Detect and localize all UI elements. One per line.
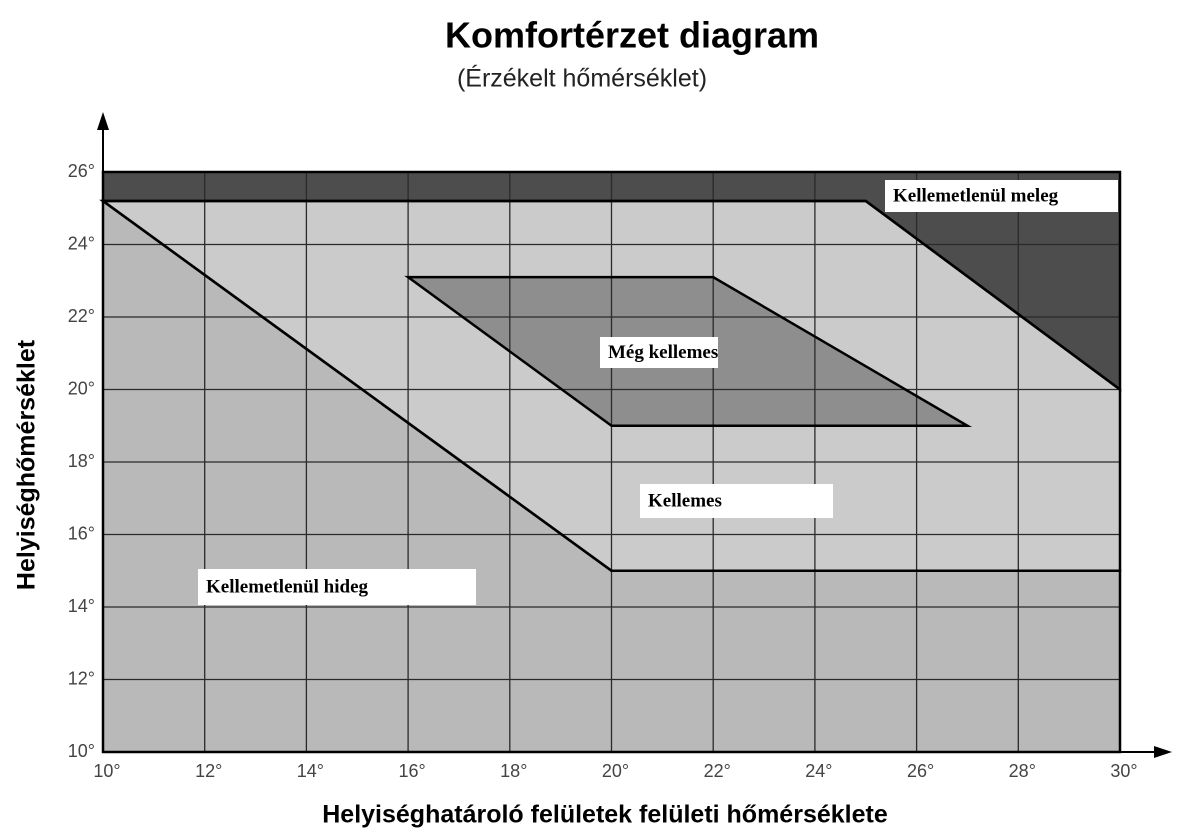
region-label: Kellemes bbox=[648, 490, 722, 511]
region bbox=[103, 201, 1120, 752]
y-tick-label: 20° bbox=[68, 378, 95, 398]
y-tick-label: 16° bbox=[68, 523, 95, 543]
x-tick-label: 30° bbox=[1110, 761, 1137, 781]
region-label-box bbox=[885, 180, 1118, 212]
region-label-box bbox=[198, 569, 476, 605]
y-tick-label: 18° bbox=[68, 451, 95, 471]
region-label: Kellemetlenül meleg bbox=[893, 185, 1059, 206]
region-label: Még kellemes bbox=[608, 342, 718, 363]
x-tick-label: 22° bbox=[704, 761, 731, 781]
x-tick-label: 24° bbox=[805, 761, 832, 781]
x-tick-label: 28° bbox=[1009, 761, 1036, 781]
region-label: Kellemetlenül hideg bbox=[206, 576, 369, 597]
y-tick-label: 12° bbox=[68, 668, 95, 688]
y-arrow bbox=[97, 112, 109, 130]
y-tick-label: 26° bbox=[68, 161, 95, 181]
x-tick-label: 26° bbox=[907, 761, 934, 781]
x-axis-title: Helyiséghatároló felületek felületi hőmé… bbox=[322, 801, 888, 829]
labels: Kellemetlenül meleg Még kellemes Kellemes K… bbox=[198, 180, 1118, 605]
x-tick-label: 18° bbox=[500, 761, 527, 781]
x-tick-label: 14° bbox=[297, 761, 324, 781]
x-arrow bbox=[1154, 746, 1172, 758]
x-tick-label: 16° bbox=[398, 761, 425, 781]
region-label-box bbox=[600, 337, 718, 368]
y-tick-label: 22° bbox=[68, 306, 95, 326]
region-label-box bbox=[640, 484, 833, 518]
chart-title: Komfortérzet diagram bbox=[445, 15, 819, 56]
y-tick-label: 10° bbox=[68, 741, 95, 761]
x-tick-label: 20° bbox=[602, 761, 629, 781]
y-tick-label: 24° bbox=[68, 233, 95, 253]
chart-subtitle: (Érzékelt hőmérséklet) bbox=[457, 64, 707, 93]
y-tick-label: 14° bbox=[68, 596, 95, 616]
x-tick-label: 12° bbox=[195, 761, 222, 781]
y-axis-title: Helyiséghőmérséklet bbox=[13, 339, 41, 590]
x-tick-label: 10° bbox=[93, 761, 120, 781]
region-outline bbox=[404, 275, 973, 427]
